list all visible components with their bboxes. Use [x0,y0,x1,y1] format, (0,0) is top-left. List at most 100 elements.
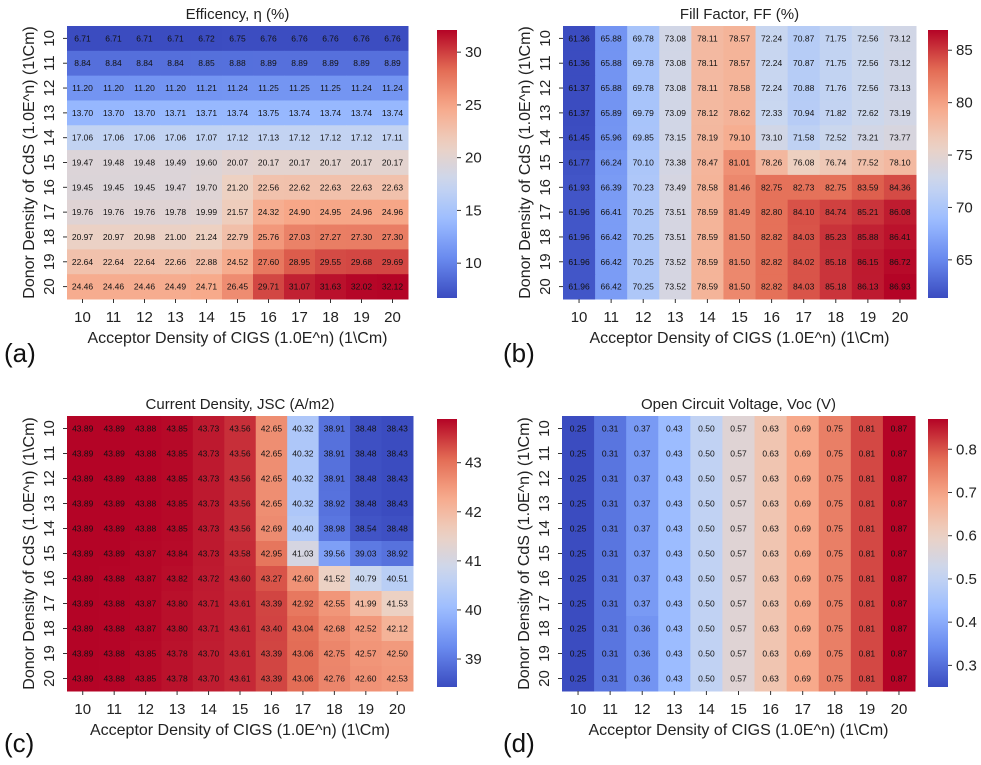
heatmap-cell [284,26,316,52]
heatmap-cell [255,416,288,442]
cell-value-label: 72.24 [761,33,783,43]
heatmap-cell [377,50,409,77]
heatmap-cell [850,416,884,442]
cell-value-label: 82.73 [793,182,815,192]
cell-value-label: 20.17 [320,158,342,168]
cell-value-label: 19.45 [72,182,94,192]
cell-value-label: 43.89 [72,449,94,459]
heatmap-cell [883,26,917,52]
cell-value-label: 43.88 [135,474,157,484]
cell-value-label: 0.37 [634,599,651,609]
heatmap-cell [563,249,596,275]
cell-value-label: 0.75 [826,449,843,459]
heatmap-cell [315,224,347,250]
cell-value-label: 0.75 [826,549,843,559]
cell-value-label: 0.31 [602,574,619,584]
cell-value-label: 43.89 [72,474,94,484]
heatmap-cell [818,541,852,567]
heatmap-cell [67,516,99,542]
heatmap-cell [883,199,917,226]
x-tick-label: 19 [357,701,374,718]
heatmap-cell [754,491,788,517]
heatmap-cell [818,491,852,517]
heatmap-cell [129,491,162,517]
heatmap-cell [755,125,789,151]
cell-value-label: 0.43 [666,499,683,509]
heatmap-cell [284,150,316,176]
cell-value-label: 0.43 [666,549,683,559]
heatmap-cell [224,616,257,642]
heatmap-cell [690,616,723,642]
y-tick-label: 14 [41,129,58,146]
cell-value-label: 43.87 [135,549,157,559]
cell-value-label: 43.56 [229,524,251,534]
heatmap-cell [787,174,821,201]
heatmap-cell [161,616,194,642]
heatmap-cell [253,274,285,300]
heatmap-cell [129,641,162,667]
heatmap-cell [659,174,692,201]
cell-value-label: 85.88 [857,232,879,242]
cell-value-label: 24.32 [258,207,280,217]
cell-value-label: 6.76 [384,33,401,43]
cell-value-label: 42.60 [355,674,377,684]
cell-value-label: 43.85 [166,449,188,459]
cell-value-label: 61.77 [568,158,590,168]
y-tick-label: 20 [537,278,554,295]
cell-value-label: 0.57 [730,624,747,634]
heatmap-cell [160,26,192,52]
heatmap-cell [594,591,627,617]
cell-value-label: 22.63 [382,182,404,192]
cell-value-label: 43.06 [292,649,314,659]
cell-value-label: 73.08 [665,33,687,43]
cell-value-label: 0.57 [730,524,747,534]
cell-value-label: 73.21 [857,133,879,143]
cell-value-label: 42.12 [387,624,409,634]
heatmap-cell [659,224,692,250]
heatmap-cell [381,591,414,617]
heatmap-cell [287,666,320,692]
cell-value-label: 8.84 [105,58,122,68]
cell-value-label: 43.61 [229,649,251,659]
heatmap-cell [659,199,692,226]
heatmap-cell [98,100,130,126]
cell-value-label: 38.43 [387,424,409,434]
heatmap-cell [754,616,788,642]
heatmap-cell [818,416,852,442]
heatmap-cell [786,416,820,442]
heatmap-cell [691,224,724,250]
heatmap-cell [562,416,595,442]
heatmap-cell [129,249,161,275]
cell-value-label: 22.64 [103,257,125,267]
x-tick-label: 11 [602,701,618,718]
heatmap-cell [658,666,691,692]
cell-value-label: 43.61 [229,674,251,684]
cell-value-label: 42.95 [261,549,283,559]
cell-value-label: 0.31 [602,474,619,484]
heatmap-cell [691,100,724,126]
heatmap-cell [883,50,917,77]
heatmap-cell [191,274,223,300]
cell-value-label: 0.50 [698,674,715,684]
heatmap-cell [377,199,409,226]
heatmap-cell [255,616,288,642]
heatmap-cell [98,516,131,542]
heatmap-cell [192,541,225,567]
cell-value-label: 42.50 [387,649,409,659]
cell-value-label: 84.03 [793,232,815,242]
heatmap-cell [284,174,316,201]
cell-value-label: 43.85 [166,524,188,534]
cell-value-label: 42.69 [261,524,283,534]
cell-value-label: 43.82 [166,574,188,584]
heatmap-cell [98,566,131,592]
cell-value-label: 0.57 [730,649,747,659]
heatmap-cell [224,441,257,467]
heatmap-cell [563,75,596,101]
heatmap-cell [787,50,821,77]
heatmap-cell [192,641,225,667]
cell-value-label: 29.69 [382,257,404,267]
heatmap-cell [627,274,660,300]
cell-value-label: 0.37 [634,549,651,559]
heatmap-cell [787,199,821,226]
cell-value-label: 0.43 [666,449,683,459]
